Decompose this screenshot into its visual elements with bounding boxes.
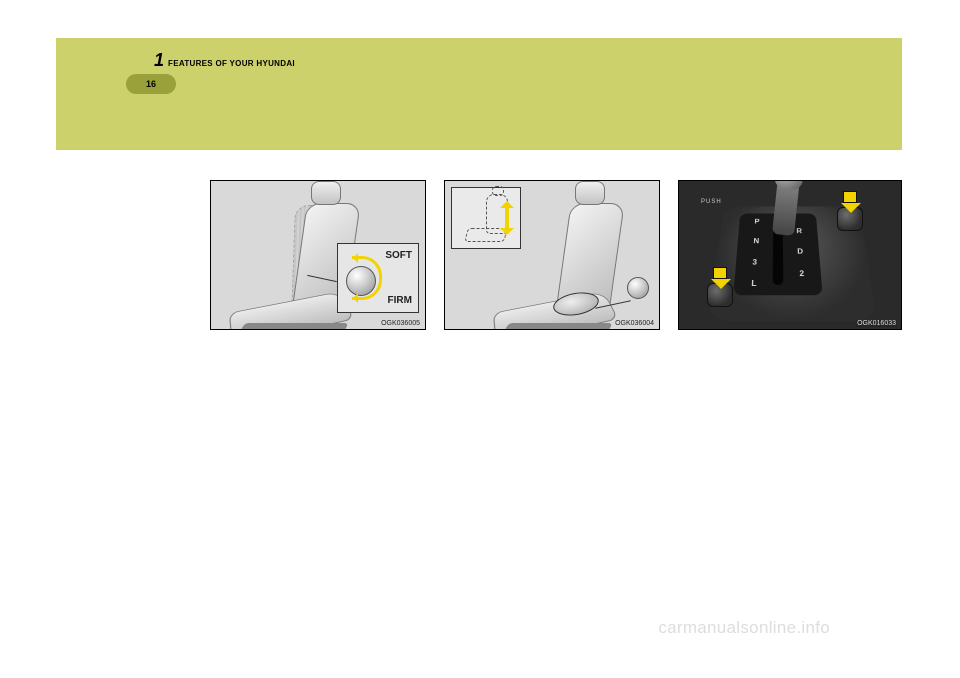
seat-outline-inset [451,187,521,249]
figure-code: OGK016033 [856,320,897,327]
page-number-tab: 16 [126,74,176,94]
gate-label: L [751,279,757,288]
figure-code: OGK036004 [614,320,655,327]
figure-code: OGK036005 [380,320,421,327]
seat-base [501,323,612,330]
gate-label: N [753,237,759,245]
figure-lumbar-support: SOFT FIRM OGK036005 [210,180,426,330]
gate-label: 2 [799,269,804,278]
seat-base [237,323,348,330]
push-label: PUSH [701,199,722,205]
figure-shifter-console: PUSH P R N D 3 2 L OGK016033 [678,180,902,330]
down-arrow-icon [711,267,729,287]
gate-label: R [796,227,802,234]
watermark: carmanualsonline.info [658,618,830,638]
gate-label: P [754,218,759,225]
page-number: 16 [146,79,156,89]
header-band: 1 FEATURES OF YOUR HYUNDAI 16 [56,38,902,150]
chapter-row: 1 FEATURES OF YOUR HYUNDAI [154,50,295,71]
height-knob-icon [627,277,649,299]
figure-seat-height: OGK036004 [444,180,660,330]
firm-label: FIRM [388,295,412,306]
chapter-title: FEATURES OF YOUR HYUNDAI [168,59,295,68]
chapter-number: 1 [154,50,164,71]
headrest [311,181,341,205]
headrest [575,181,605,205]
lumbar-callout: SOFT FIRM [337,243,419,313]
up-down-arrow-icon [500,198,514,238]
figure-row: SOFT FIRM OGK036005 OGK036004 PUSH [210,180,902,330]
rotation-arrow-icon [352,256,382,300]
down-arrow-icon [841,191,859,211]
soft-label: SOFT [385,250,412,261]
gate-label: D [797,247,803,255]
gate-label: 3 [752,258,757,266]
